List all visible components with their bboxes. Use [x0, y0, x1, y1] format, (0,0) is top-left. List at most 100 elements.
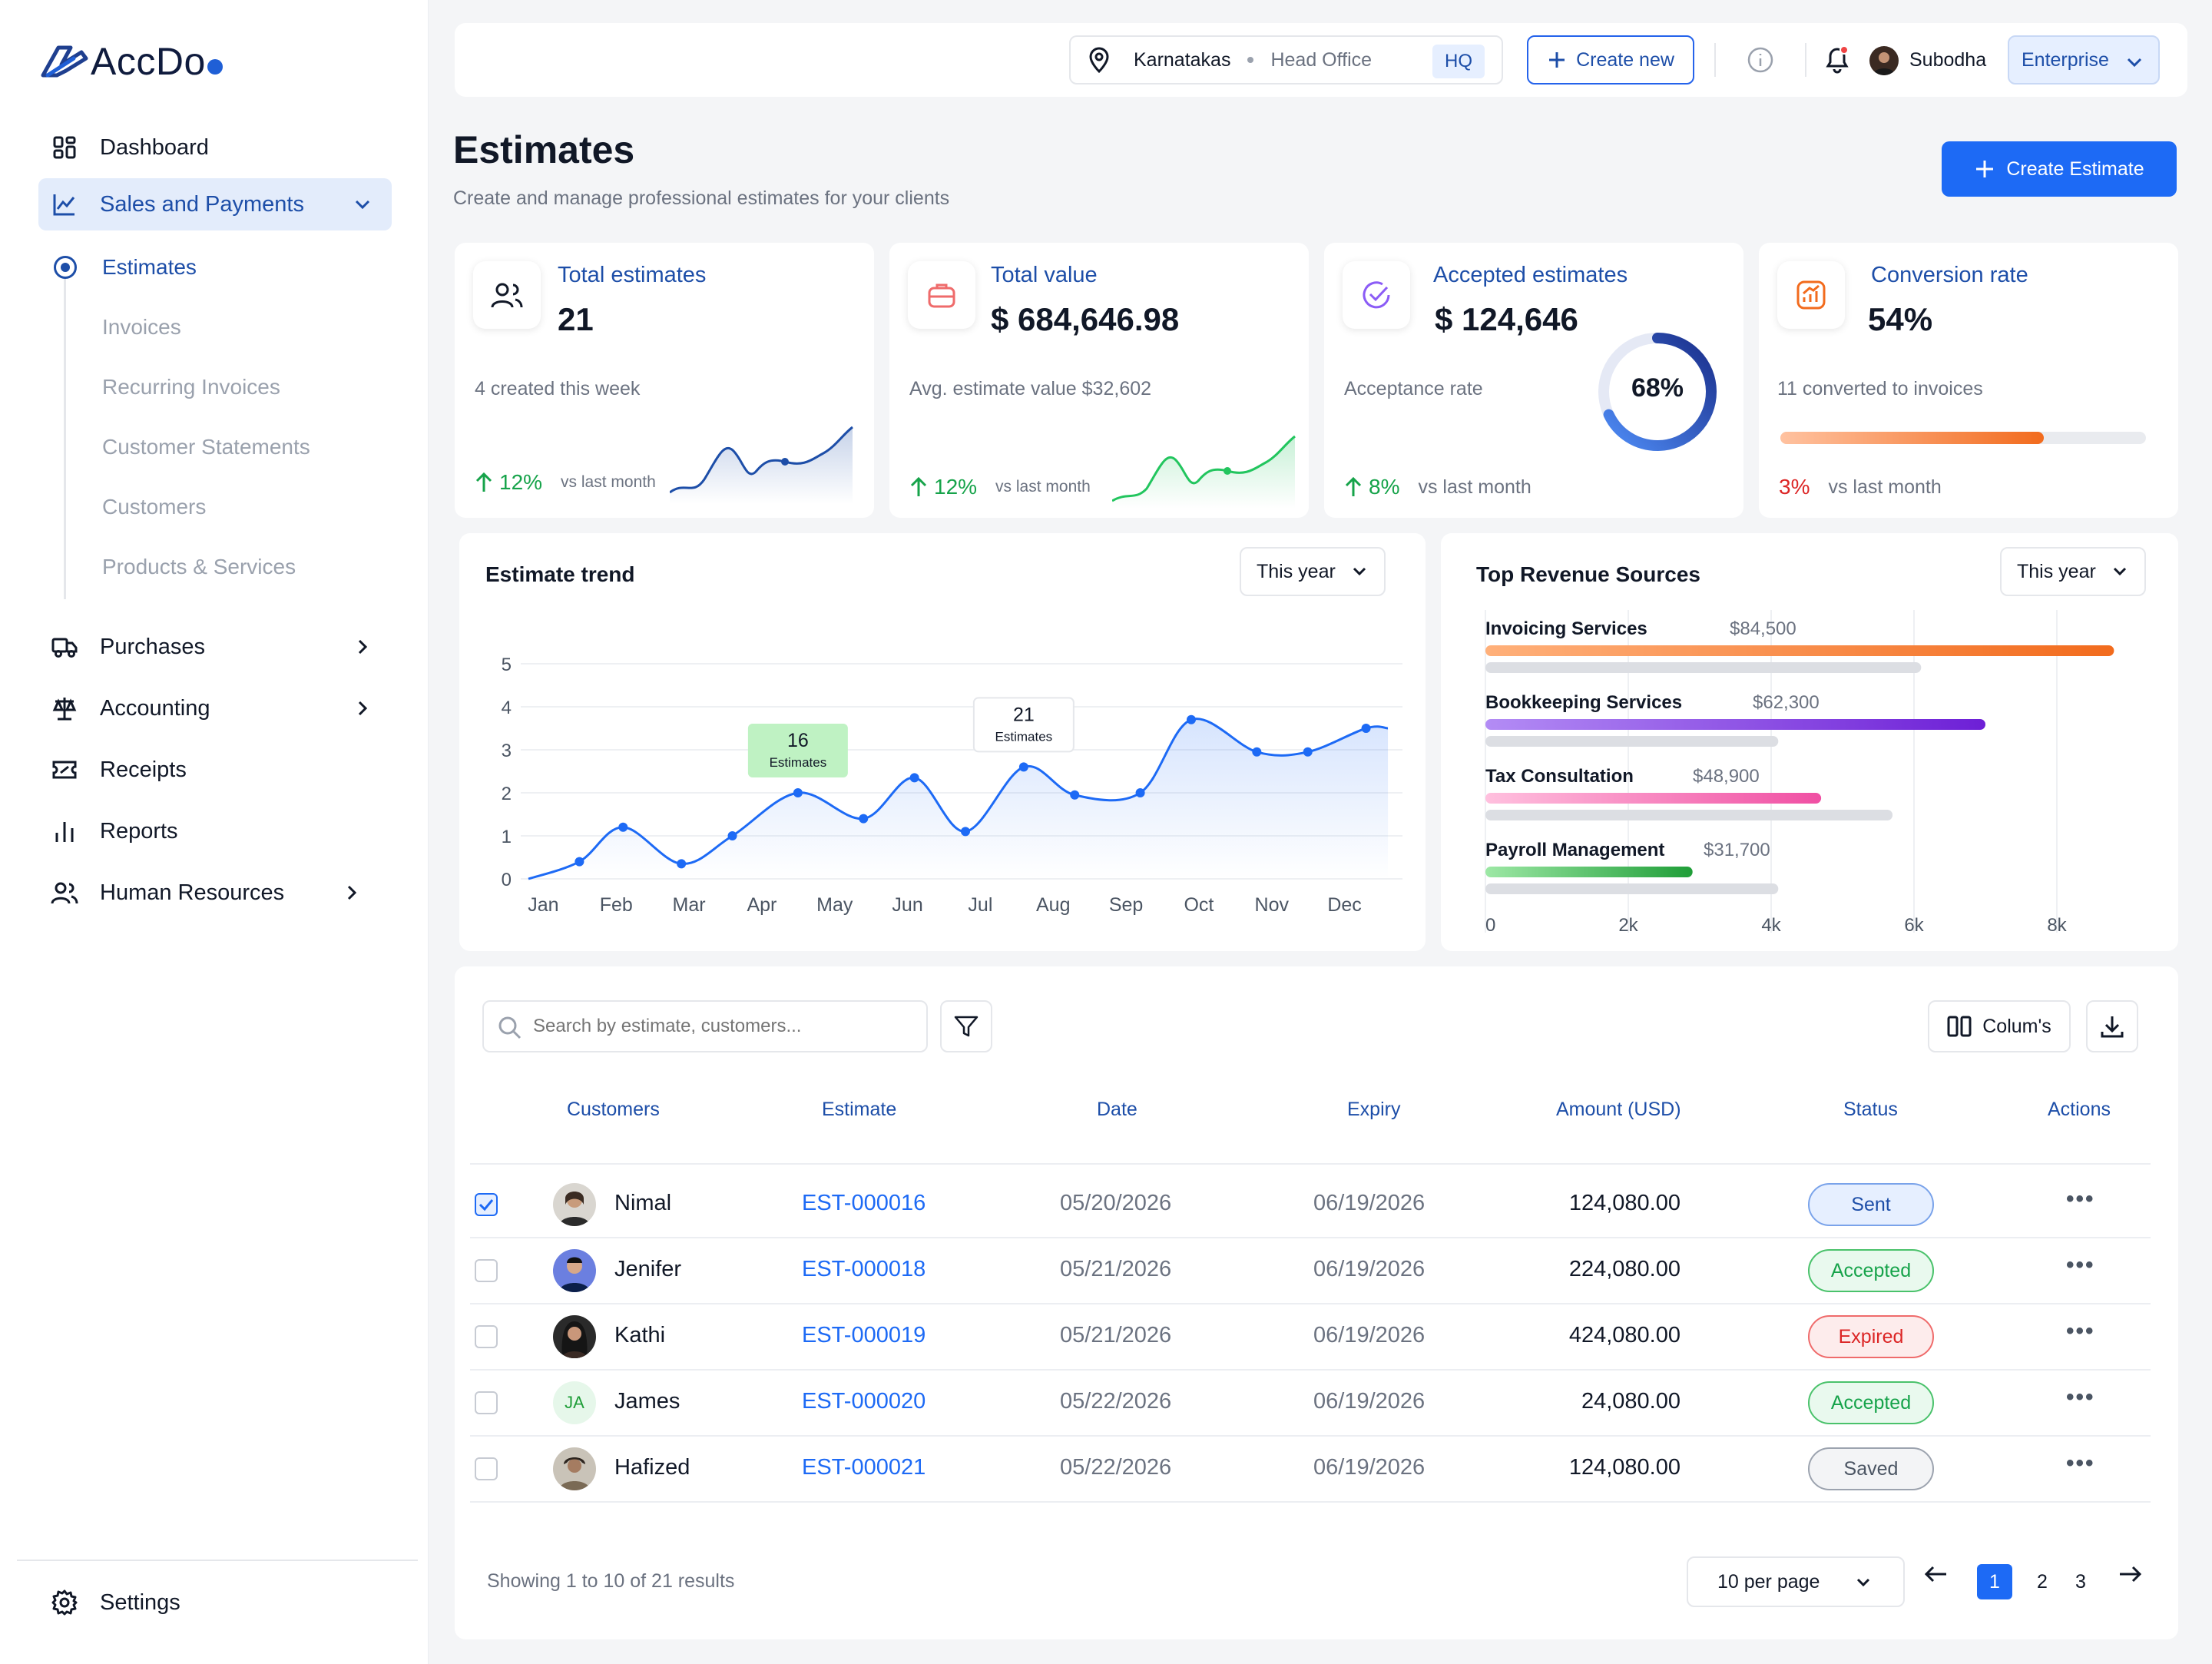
revenue-bar[interactable] [1485, 719, 1985, 730]
page-2[interactable]: 2 [2037, 1570, 2048, 1593]
x-tick-label: 4k [1761, 915, 1781, 936]
estimate-number-link[interactable]: EST-000021 [802, 1455, 926, 1480]
customer-name[interactable]: Jenifer [614, 1257, 682, 1281]
trend-point[interactable] [1361, 724, 1371, 733]
trend-point[interactable] [1018, 762, 1028, 772]
trend-point[interactable] [859, 814, 869, 824]
revenue-bar[interactable] [1485, 793, 1822, 804]
trend-point[interactable] [618, 822, 628, 832]
subnav-estimates[interactable]: Estimates [102, 255, 197, 279]
create-new-button[interactable]: Create new [1527, 35, 1694, 85]
per-page-select[interactable]: 10 per page [1687, 1556, 1905, 1607]
chevron-right-icon[interactable] [341, 882, 363, 903]
chevron-right-icon[interactable] [352, 698, 373, 719]
results-summary: Showing 1 to 10 of 21 results [487, 1570, 735, 1592]
conversion-progress-track [1780, 432, 2146, 444]
col-header-status[interactable]: Status [1843, 1099, 1898, 1120]
col-header-estimate[interactable]: Estimate [822, 1099, 897, 1120]
info-icon[interactable] [1747, 46, 1774, 74]
customer-name[interactable]: Nimal [614, 1191, 672, 1215]
row-checkbox[interactable] [475, 1457, 498, 1480]
nav-receipts[interactable]: Receipts [38, 744, 392, 796]
trend-point[interactable] [1070, 790, 1080, 800]
row-actions-menu[interactable]: ••• [2066, 1186, 2095, 1212]
bell-icon[interactable] [1822, 43, 1853, 75]
row-checkbox[interactable] [475, 1259, 498, 1282]
estimate-number-link[interactable]: EST-000019 [802, 1323, 926, 1347]
location-selector[interactable]: Karnatakas Head Office HQ [1069, 35, 1503, 85]
revenue-category-label: Invoicing Services [1485, 618, 1647, 639]
filter-button[interactable] [940, 1000, 992, 1052]
trend-point[interactable] [677, 859, 687, 869]
customer-name[interactable]: Hafized [614, 1455, 690, 1480]
estimate-number-link[interactable]: EST-000020 [802, 1389, 926, 1414]
trend-point[interactable] [575, 857, 584, 867]
user-avatar[interactable] [1869, 46, 1899, 75]
nav-human-resources[interactable]: Human Resources [38, 867, 392, 919]
user-name[interactable]: Subodha [1909, 49, 1987, 71]
estimate-expiry: 06/19/2026 [1313, 1455, 1426, 1480]
trend-point[interactable] [727, 831, 737, 840]
plan-selector[interactable]: Enterprise [2008, 35, 2160, 85]
col-header-actions[interactable]: Actions [2048, 1099, 2111, 1120]
estimate-number-link[interactable]: EST-000018 [802, 1257, 926, 1281]
tooltip-value: 21 [1013, 704, 1035, 725]
customer-name[interactable]: Kathi [614, 1323, 666, 1347]
col-header-date[interactable]: Date [1097, 1099, 1137, 1120]
trend-point[interactable] [1252, 747, 1262, 757]
top-revenue-filter[interactable]: This year [2000, 547, 2146, 596]
page-1[interactable]: 1 [1977, 1564, 2012, 1599]
nav-accounting[interactable]: Accounting [38, 682, 392, 734]
trend-caption: vs last month [1418, 476, 1532, 498]
row-actions-menu[interactable]: ••• [2066, 1252, 2095, 1278]
prev-page-arrow-icon[interactable] [1923, 1561, 1949, 1587]
col-header-amount[interactable]: Amount (USD) [1556, 1099, 1681, 1120]
chevron-down-icon[interactable] [352, 194, 373, 215]
estimate-number-link[interactable]: EST-000016 [802, 1191, 926, 1215]
nav-reports[interactable]: Reports [38, 805, 392, 857]
subnav-products-services[interactable]: Products & Services [102, 555, 296, 578]
nav-purchases-label: Purchases [100, 634, 206, 659]
row-actions-menu[interactable]: ••• [2066, 1450, 2095, 1476]
col-header-customers[interactable]: Customers [567, 1099, 660, 1120]
app-logo[interactable]: AccDo [40, 40, 223, 83]
create-estimate-button[interactable]: Create Estimate [1942, 141, 2177, 197]
status-badge: Saved [1808, 1447, 1934, 1490]
estimate-trend-filter[interactable]: This year [1240, 547, 1386, 596]
next-page-arrow-icon[interactable] [2117, 1561, 2143, 1587]
trend-point[interactable] [1186, 714, 1196, 724]
nav-sales-and-payments[interactable]: Sales and Payments [38, 178, 392, 230]
status-badge: Accepted [1808, 1249, 1934, 1292]
trend-point[interactable] [1303, 747, 1313, 757]
logo-dot [207, 59, 223, 75]
trend-point[interactable] [909, 773, 919, 783]
row-checkbox[interactable] [475, 1391, 498, 1414]
col-header-expiry[interactable]: Expiry [1347, 1099, 1401, 1120]
trend-point[interactable] [793, 788, 803, 797]
page-3[interactable]: 3 [2075, 1570, 2086, 1593]
trend-point[interactable] [1135, 788, 1145, 797]
row-checkbox[interactable] [475, 1325, 498, 1348]
nav-settings[interactable]: Settings [38, 1576, 392, 1629]
trend-value: 8% [1369, 475, 1400, 499]
nav-purchases[interactable]: Purchases [38, 621, 392, 673]
nav-dashboard[interactable]: Dashboard [38, 121, 392, 174]
row-actions-menu[interactable]: ••• [2066, 1384, 2095, 1410]
subnav-recurring-invoices[interactable]: Recurring Invoices [102, 375, 280, 399]
top-revenue-chart: 0 2k 4k 6k 8k Invoicing Services $84,500 Bookke… [1485, 610, 2114, 936]
revenue-bar[interactable] [1485, 867, 1693, 877]
columns-button[interactable]: Colum's [1928, 1000, 2071, 1052]
chevron-right-icon[interactable] [352, 636, 373, 658]
subnav-customer-statements[interactable]: Customer Statements [102, 435, 310, 459]
subnav-invoices[interactable]: Invoices [102, 315, 181, 339]
trend-point[interactable] [961, 827, 970, 837]
estimate-expiry: 06/19/2026 [1313, 1257, 1426, 1281]
subnav-customers[interactable]: Customers [102, 495, 207, 519]
download-button[interactable] [2086, 1000, 2138, 1052]
create-estimate-label: Create Estimate [2006, 157, 2144, 180]
customer-name[interactable]: James [614, 1389, 680, 1414]
search-input[interactable] [533, 1016, 902, 1037]
row-checkbox[interactable] [475, 1193, 498, 1216]
row-actions-menu[interactable]: ••• [2066, 1318, 2095, 1344]
revenue-bar[interactable] [1485, 645, 2114, 656]
